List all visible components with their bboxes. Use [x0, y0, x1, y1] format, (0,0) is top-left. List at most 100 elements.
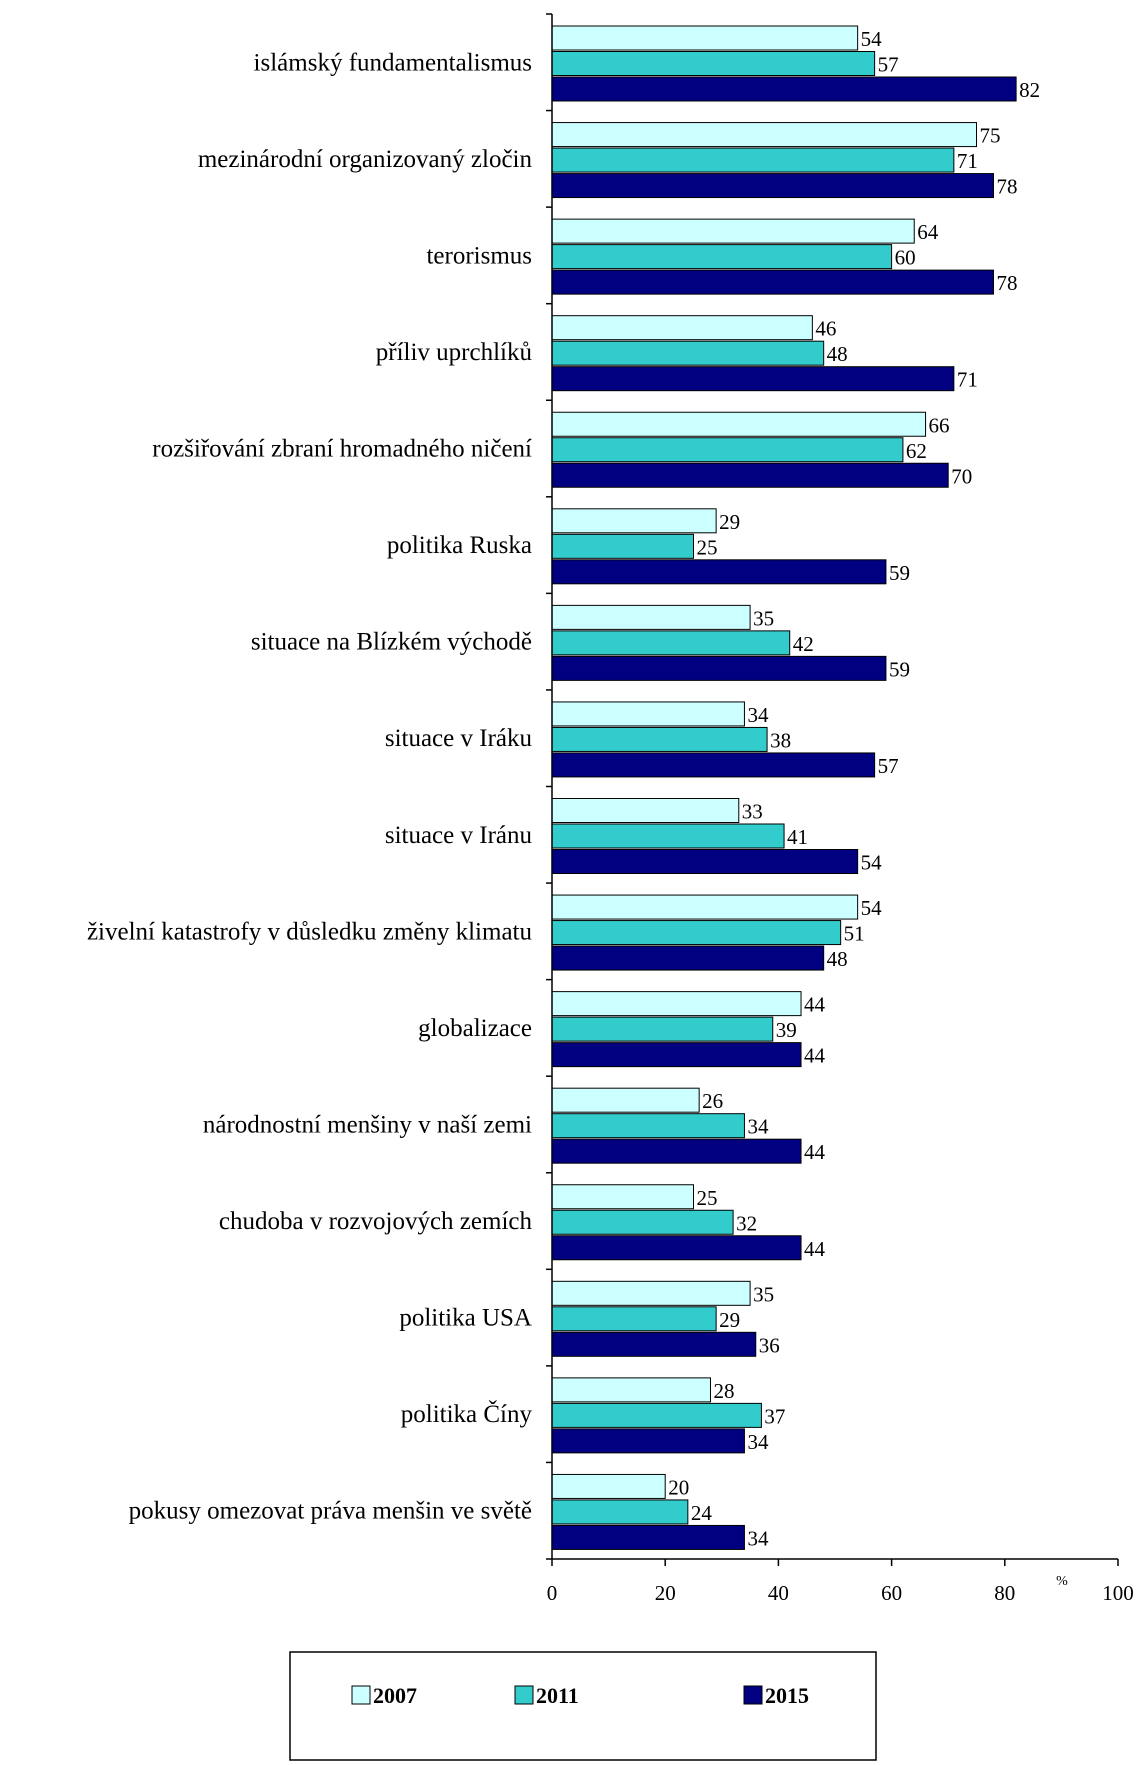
- value-label-2011: 48: [827, 342, 848, 366]
- value-label-2015: 44: [804, 1237, 826, 1261]
- bar-2011: [551, 533, 694, 559]
- category-label: situace v Iránu: [385, 822, 533, 849]
- bar-2011: [551, 1402, 762, 1428]
- category-label: chudoba v rozvojových zemích: [219, 1208, 533, 1235]
- value-label-2011: 51: [844, 922, 865, 946]
- category-label: situace v Iráku: [385, 725, 533, 752]
- value-label-2011: 41: [787, 825, 808, 849]
- category-label: pokusy omezovat práva menšin ve světě: [129, 1498, 532, 1525]
- legend-swatch-2007: [351, 1685, 371, 1705]
- legend-swatch-2011: [514, 1685, 534, 1705]
- value-label-2011: 71: [957, 149, 978, 173]
- value-label-2011: 38: [770, 728, 791, 752]
- value-label-2007: 54: [861, 27, 883, 51]
- value-label-2015: 34: [747, 1430, 769, 1454]
- bar-2015: [551, 1042, 802, 1068]
- value-label-2015: 59: [889, 657, 910, 681]
- value-label-2011: 42: [793, 632, 814, 656]
- legend-swatch-2015: [743, 1685, 763, 1705]
- category-label: politika Ruska: [387, 532, 532, 559]
- bar-2011: [551, 920, 842, 946]
- value-label-2007: 64: [917, 220, 939, 244]
- bar-2007: [551, 218, 915, 244]
- value-label-2007: 26: [702, 1089, 723, 1113]
- bar-2007: [551, 798, 740, 823]
- bar-2011: [551, 823, 785, 849]
- bar-2015: [551, 366, 955, 392]
- value-label-2015: 78: [996, 271, 1017, 295]
- bar-2015: [551, 1138, 802, 1164]
- value-label-2011: 29: [719, 1308, 740, 1332]
- bar-2015: [551, 655, 887, 681]
- value-label-2007: 20: [668, 1475, 689, 1499]
- value-label-2007: 34: [747, 703, 769, 727]
- bar-2015: [551, 559, 887, 585]
- bar-2011: [551, 726, 768, 752]
- bar-2007: [551, 25, 859, 51]
- value-label-2015: 59: [889, 561, 910, 585]
- bar-2011: [551, 1306, 717, 1332]
- bar-2015: [551, 1524, 745, 1550]
- bar-2011: [551, 1113, 745, 1139]
- value-label-2011: 24: [691, 1501, 713, 1525]
- legend-label-2007: 2007: [373, 1683, 417, 1708]
- value-label-2015: 54: [861, 851, 883, 875]
- bar-2015: [551, 1331, 757, 1357]
- category-label: politika USA: [399, 1305, 532, 1332]
- category-label: situace na Blízkém východě: [251, 629, 532, 656]
- bar-2007: [551, 701, 745, 727]
- category-label: národnostní menšiny v naší zemi: [203, 1111, 532, 1138]
- value-label-2011: 39: [776, 1018, 797, 1042]
- bar-2007: [551, 1087, 700, 1113]
- value-label-2007: 75: [980, 124, 1001, 148]
- bar-2015: [551, 1235, 802, 1261]
- value-label-2015: 34: [747, 1526, 769, 1550]
- bar-2007: [551, 315, 813, 341]
- bar-2007: [551, 122, 977, 148]
- value-label-2011: 37: [764, 1404, 785, 1428]
- value-label-2011: 60: [895, 246, 916, 270]
- bar-2011: [551, 244, 893, 270]
- value-label-2015: 78: [996, 175, 1017, 199]
- x-tick-label: 60: [881, 1581, 902, 1605]
- x-tick-label: 0: [547, 1581, 558, 1605]
- bar-2015: [551, 945, 825, 971]
- bars-layer: [551, 25, 1017, 1550]
- value-label-2015: 48: [827, 947, 848, 971]
- bar-2015: [551, 462, 949, 488]
- category-label: politika Číny: [401, 1400, 533, 1428]
- bar-2015: [551, 76, 1017, 102]
- x-tick-label: 20: [655, 1581, 676, 1605]
- bar-2007: [551, 1184, 694, 1210]
- category-labels-layer: islámský fundamentalismus mezinárodní org…: [87, 49, 533, 1524]
- value-label-2015: 36: [759, 1333, 780, 1357]
- value-label-2007: 44: [804, 993, 826, 1017]
- x-tick-label: 40: [768, 1581, 789, 1605]
- bar-2011: [551, 147, 955, 173]
- category-label: globalizace: [418, 1015, 532, 1042]
- value-label-2011: 57: [878, 53, 899, 77]
- category-label: terorismus: [426, 242, 532, 269]
- bar-2011: [551, 340, 825, 366]
- bar-2007: [551, 991, 802, 1017]
- category-label: příliv uprchlíků: [376, 339, 533, 366]
- bar-2007: [551, 1473, 666, 1499]
- value-label-2015: 44: [804, 1044, 826, 1068]
- bar-2007: [551, 1280, 751, 1306]
- value-label-2011: 32: [736, 1211, 757, 1235]
- bar-2007: [551, 1377, 711, 1403]
- value-label-2015: 57: [878, 754, 899, 778]
- value-label-2007: 28: [713, 1379, 734, 1403]
- value-label-2015: 44: [804, 1140, 826, 1164]
- legend-label-2011: 2011: [536, 1683, 579, 1708]
- bar-2011: [551, 1499, 689, 1525]
- value-label-2011: 34: [747, 1115, 769, 1139]
- bar-2011: [551, 1016, 774, 1042]
- category-label: mezinárodní organizovaný zločin: [198, 146, 533, 173]
- bar-2015: [551, 752, 876, 778]
- bar-2015: [551, 1428, 745, 1454]
- value-label-2011: 62: [906, 439, 927, 463]
- bar-2007: [551, 604, 751, 630]
- value-labels-layer: 5457827571786460784648716662702925593542…: [668, 27, 1040, 1550]
